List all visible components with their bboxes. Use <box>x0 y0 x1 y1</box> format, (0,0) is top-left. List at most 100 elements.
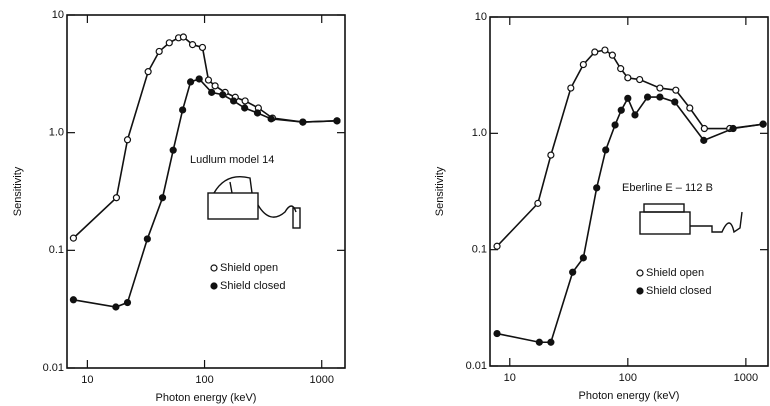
data-point <box>198 43 207 52</box>
y-tick-label: 0.01 <box>43 362 64 374</box>
data-point <box>617 65 625 73</box>
data-point <box>179 106 187 114</box>
data-point <box>493 329 501 338</box>
y-axis-title: Sensitivity <box>12 166 24 216</box>
data-point <box>253 109 262 117</box>
data-point <box>241 97 249 105</box>
data-point <box>69 234 78 242</box>
data-point <box>593 184 601 192</box>
data-point <box>535 338 543 346</box>
legend-label: Shield closed <box>220 280 285 292</box>
data-point <box>700 124 708 133</box>
data-point <box>547 338 555 346</box>
data-point <box>165 39 173 47</box>
data-point <box>636 75 644 84</box>
x-tick-label: 10 <box>504 372 516 384</box>
legend-marker <box>636 287 644 295</box>
legend-marker <box>210 264 218 272</box>
data-point <box>144 68 152 76</box>
data-point <box>611 121 619 129</box>
data-point <box>493 242 501 250</box>
data-point <box>672 86 680 94</box>
data-point <box>700 136 708 144</box>
probe <box>292 207 301 229</box>
data-point <box>186 78 195 86</box>
y-axis-title: Sensitivity <box>434 166 446 216</box>
data-point <box>112 194 121 202</box>
data-point <box>169 146 177 154</box>
ludlum-icon <box>207 175 301 229</box>
data-point <box>579 60 587 69</box>
plot-frame <box>489 16 769 367</box>
data-point <box>656 93 664 101</box>
data-point <box>601 46 609 54</box>
series-line <box>496 96 764 344</box>
data-point <box>204 76 213 84</box>
legend-label: Shield open <box>646 267 704 279</box>
data-point <box>123 298 132 307</box>
data-point <box>267 115 275 123</box>
data-point <box>631 111 639 119</box>
data-point <box>188 41 197 49</box>
data-point <box>69 296 78 304</box>
instrument-lid <box>643 203 685 213</box>
legend-label: Shield closed <box>646 285 711 297</box>
y-tick-label: 10 <box>52 9 64 21</box>
data-point <box>211 82 219 90</box>
data-point <box>123 136 132 144</box>
y-tick-label: 1.0 <box>472 127 487 139</box>
data-point <box>643 93 652 101</box>
x-axis-title: Photon energy (keV) <box>156 392 257 404</box>
data-point <box>112 303 120 311</box>
x-tick-label: 100 <box>195 374 213 386</box>
data-point <box>179 33 188 41</box>
y-tick-label: 10 <box>475 11 487 23</box>
y-tick-label: 0.1 <box>472 244 487 256</box>
data-point <box>656 84 664 92</box>
data-point <box>759 120 767 128</box>
legend-marker <box>210 282 218 290</box>
data-point <box>579 254 587 262</box>
x-axis-title: Photon energy (keV) <box>579 390 680 402</box>
data-point <box>624 74 632 82</box>
data-point <box>230 97 238 105</box>
data-point <box>299 118 307 126</box>
data-point <box>567 84 575 92</box>
y-tick-label: 0.1 <box>49 244 64 256</box>
data-point <box>608 51 616 59</box>
annotation: Ludlum model 14 <box>190 154 274 166</box>
annotation: Eberline E – 112 B <box>622 182 713 194</box>
data-point <box>208 88 216 96</box>
data-point <box>333 117 341 125</box>
x-tick-label: 100 <box>619 372 637 384</box>
y-tick-label: 0.01 <box>466 360 487 372</box>
data-point <box>534 199 542 207</box>
data-point <box>569 268 577 276</box>
data-point <box>155 47 163 56</box>
data-point <box>624 94 632 102</box>
data-point <box>195 75 203 83</box>
x-tick-label: 1000 <box>309 374 333 386</box>
plot-frame <box>66 14 346 369</box>
instrument-cable <box>690 211 743 234</box>
legend-marker <box>636 269 644 277</box>
instrument-box <box>639 211 691 235</box>
x-tick-label: 10 <box>81 374 93 386</box>
legend-label: Shield open <box>220 262 278 274</box>
eberline-icon <box>639 203 743 235</box>
data-point <box>617 106 625 114</box>
x-tick-label: 1000 <box>734 372 758 384</box>
data-point <box>591 48 599 56</box>
data-point <box>241 104 249 112</box>
instrument-handle <box>213 175 297 218</box>
instrument-box <box>207 192 259 220</box>
data-point <box>729 124 737 133</box>
data-point <box>158 194 167 202</box>
data-point <box>219 91 227 99</box>
data-point <box>547 151 555 159</box>
data-point <box>602 146 610 154</box>
y-tick-label: 1.0 <box>49 127 64 139</box>
data-point <box>671 98 679 106</box>
data-point <box>686 104 694 112</box>
